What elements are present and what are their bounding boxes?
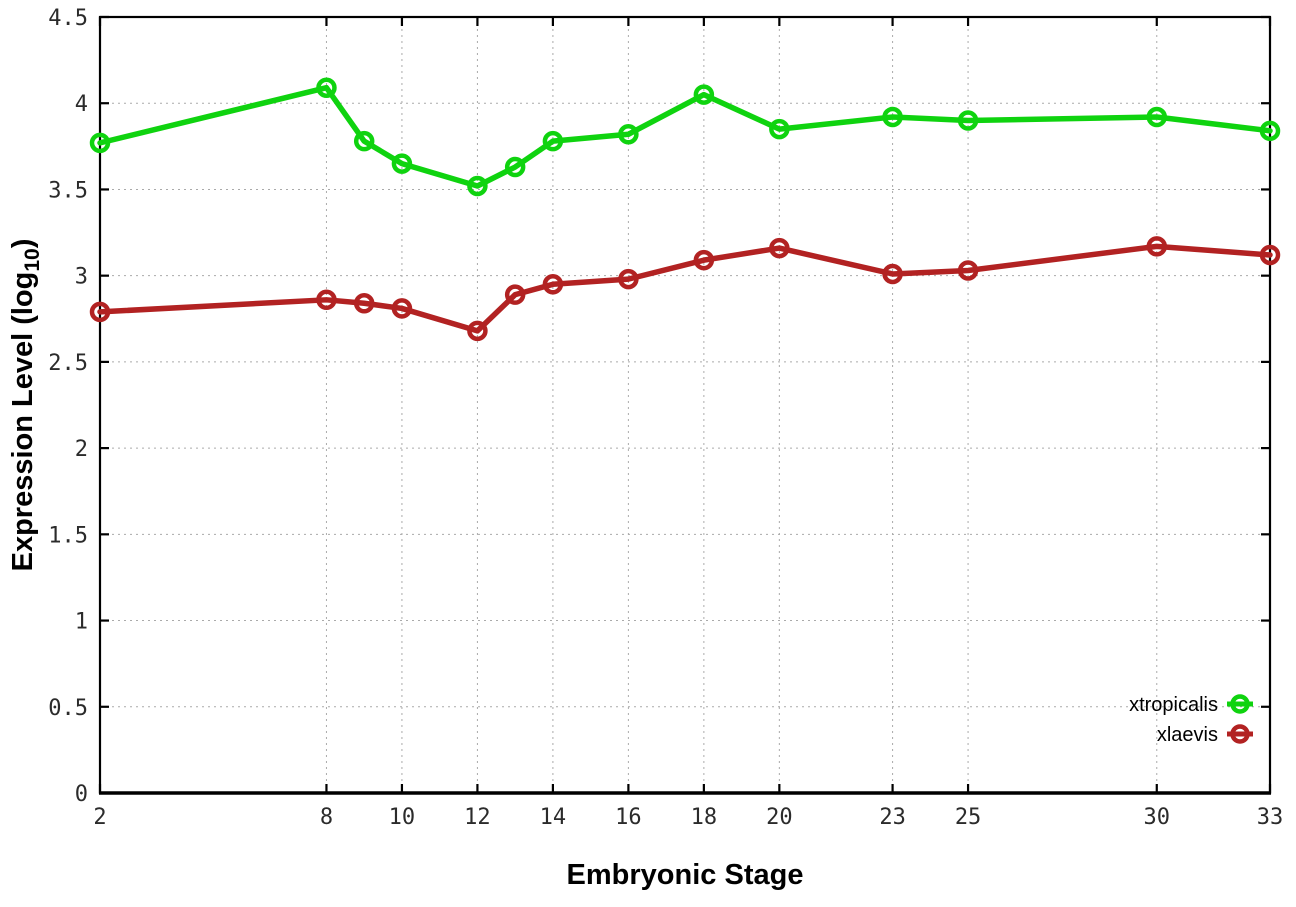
data-point — [316, 77, 337, 98]
data-point — [1146, 236, 1168, 257]
x-tick-label: 14 — [540, 805, 567, 830]
data-point — [769, 118, 790, 140]
plot-border — [98, 15, 1272, 795]
x-axis-title: Embryonic Stage — [567, 859, 804, 891]
x-tick-label: 12 — [464, 805, 491, 830]
x-tick-label: 18 — [691, 805, 718, 830]
x-tick-label: 20 — [766, 805, 793, 830]
data-point — [89, 132, 111, 154]
x-tick-label: 16 — [615, 805, 642, 830]
data-point — [693, 84, 715, 105]
y-tick-label: 0.5 — [48, 696, 88, 721]
data-point — [391, 153, 413, 174]
legend-label: xtropicalis — [1129, 694, 1218, 716]
data-point — [391, 298, 413, 319]
data-point — [467, 175, 488, 197]
x-gridlines — [325, 17, 1158, 793]
legend-marker-icon — [1230, 724, 1250, 744]
x-tick-label: 33 — [1257, 805, 1284, 830]
data-point — [769, 237, 790, 259]
x-tick-label: 2 — [93, 805, 106, 830]
y-tick-label: 4 — [75, 92, 88, 117]
x-tick-labels: 2 8 10 12 14 16 18 20 23 25 30 33 — [93, 805, 1283, 830]
data-point — [882, 106, 903, 128]
legend-item-xlaevis: xlaevis — [1157, 724, 1253, 746]
data-point — [882, 263, 903, 285]
x-tick-label: 23 — [879, 805, 906, 830]
y-tick-label: 0 — [75, 782, 88, 807]
data-point — [316, 289, 337, 311]
legend-label: xlaevis — [1157, 724, 1218, 746]
axis-ticks — [98, 15, 1272, 795]
y-axis-title: Expression Level (log10) — [7, 239, 44, 572]
data-point — [957, 110, 979, 131]
y-tick-label: 4.5 — [48, 6, 88, 31]
data-point — [542, 130, 564, 152]
legend-marker-icon — [1230, 694, 1250, 714]
x-tick-label: 30 — [1144, 805, 1171, 830]
y-tick-label: 2 — [75, 437, 88, 462]
data-point — [89, 301, 111, 323]
series-line — [97, 243, 1273, 334]
data-point — [504, 156, 526, 178]
y-tick-label: 3.5 — [48, 178, 88, 203]
x-tick-label: 25 — [955, 805, 982, 830]
data-point — [353, 293, 375, 314]
y-tick-label: 1.5 — [48, 523, 88, 548]
legend: xtropicalis xlaevis — [1129, 694, 1253, 746]
data-point — [504, 284, 526, 305]
y-tick-label: 3 — [75, 265, 88, 290]
data-point — [542, 274, 564, 295]
legend-item-xtropicalis: xtropicalis — [1129, 694, 1253, 716]
x-tick-label: 10 — [389, 805, 416, 830]
y-tick-label: 1 — [75, 610, 88, 635]
data-point — [1146, 106, 1168, 128]
y-gridlines — [100, 102, 1270, 708]
y-tick-label: 2.5 — [48, 351, 88, 376]
x-tick-label: 8 — [320, 805, 333, 830]
data-point — [467, 320, 488, 342]
series-xtropicalis — [89, 77, 1281, 197]
data-point — [353, 130, 375, 152]
data-point — [618, 268, 639, 290]
data-point — [957, 260, 979, 281]
data-point — [1259, 244, 1281, 266]
data-series — [89, 77, 1281, 342]
data-point — [1259, 120, 1281, 142]
y-tick-labels: 0 0.5 1 1.5 2 2.5 3 3.5 4 4.5 — [48, 6, 88, 807]
series-line — [97, 84, 1273, 189]
series-xlaevis — [89, 236, 1281, 342]
data-point — [618, 124, 639, 145]
data-point — [693, 249, 715, 271]
